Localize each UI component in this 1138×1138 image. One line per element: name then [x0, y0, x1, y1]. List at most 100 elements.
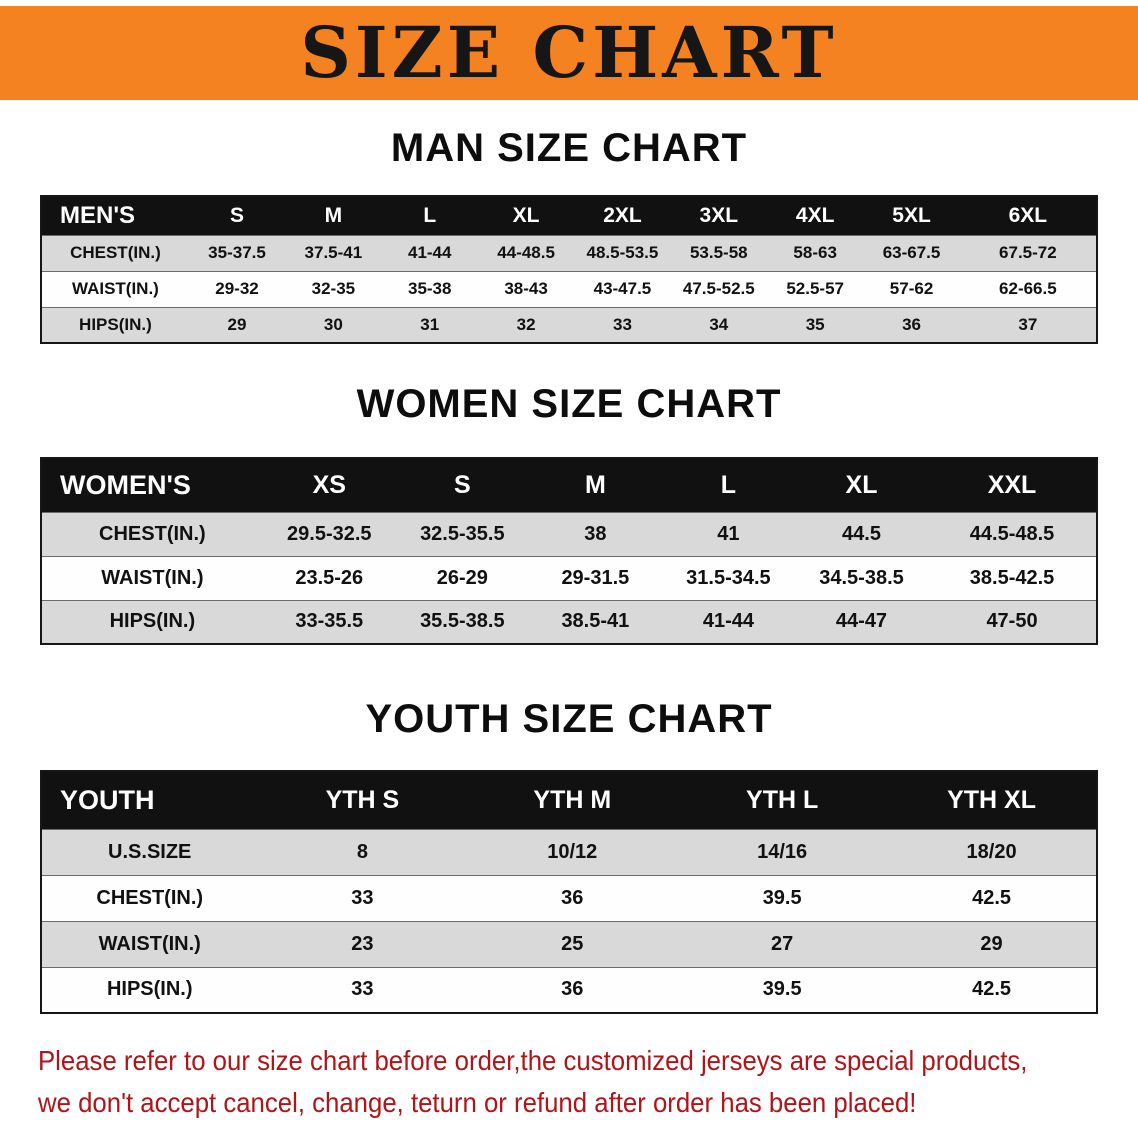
size-column-header: YTH XL — [947, 785, 1036, 814]
size-value: 38.5-41 — [561, 610, 630, 633]
size-value: 41 — [717, 522, 740, 545]
measurement-row: HIPS(IN.) 33-35.5 35.5-38.5 38.5-41 41-44 44-… — [41, 600, 1097, 644]
measurement-row: WAIST(IN.) 23 25 27 29 — [41, 921, 1097, 967]
size-value: 39.5 — [762, 978, 802, 1001]
table-corner-label: WOMEN'S — [60, 469, 191, 500]
size-value: 29 — [227, 314, 247, 334]
size-value: 35.5-38.5 — [420, 610, 505, 633]
measurement-label: CHEST(IN.) — [99, 522, 206, 545]
size-value: 8 — [356, 840, 368, 863]
size-value: 67.5-72 — [999, 243, 1057, 262]
youth-size-section: YOUTH SIZE CHART YOUTH YTH S YTH M YTH L YTH… — [0, 697, 1138, 1014]
men-size-table: MEN'S S M L XL 2XL 3XL 4XL 5XL 6XL CHEST(IN.) 35-37… — [40, 195, 1098, 344]
table-corner-label: MEN'S — [60, 201, 136, 229]
size-value: 47-50 — [986, 610, 1038, 633]
size-value: 43-47.5 — [593, 279, 652, 298]
banner-title: SIZE CHART — [300, 11, 838, 94]
measurement-row: HIPS(IN.) 29 30 31 32 33 34 35 36 37 — [41, 307, 1097, 343]
measurement-row: CHEST(IN.) 33 36 39.5 42.5 — [41, 875, 1097, 921]
size-value: 62-66.5 — [999, 279, 1057, 298]
measurement-row: CHEST(IN.) 35-37.5 37.5-41 41-44 44-48.5 48.5… — [41, 235, 1097, 271]
measurement-label: HIPS(IN.) — [106, 978, 193, 1001]
size-value: 38.5-42.5 — [969, 566, 1055, 589]
size-value: 47.5-52.5 — [682, 279, 755, 298]
measurement-label: WAIST(IN.) — [101, 566, 204, 589]
youth-size-table: YOUTH YTH S YTH M YTH L YTH XL U.S.SIZE 8 10/12… — [40, 770, 1098, 1014]
size-value: 30 — [323, 314, 343, 334]
size-value: 36 — [902, 314, 921, 334]
measurement-label: HIPS(IN.) — [109, 610, 196, 633]
size-value: 18/20 — [966, 840, 1017, 863]
size-value: 44.5-48.5 — [969, 522, 1055, 545]
measurement-label: WAIST(IN.) — [71, 279, 159, 298]
size-table-header-row: MEN'S S M L XL 2XL 3XL 4XL 5XL 6XL — [41, 196, 1097, 235]
size-value: 23 — [351, 932, 374, 955]
disclaimer-line-1: Please refer to our size chart before or… — [38, 1045, 1028, 1076]
size-value: 32.5-35.5 — [420, 522, 505, 545]
size-column-header: 4XL — [795, 203, 835, 227]
size-value: 44-48.5 — [497, 243, 555, 262]
size-value: 38 — [584, 522, 607, 545]
size-column-header: S — [230, 203, 245, 227]
measurement-label: CHEST(IN.) — [70, 243, 161, 262]
disclaimer: Please refer to our size chart before or… — [38, 1040, 1138, 1124]
size-value: 29-32 — [215, 279, 259, 298]
measurement-label: U.S.SIZE — [108, 840, 192, 863]
size-value: 33 — [351, 978, 374, 1001]
size-value: 33-35.5 — [295, 610, 364, 633]
measurement-row: WAIST(IN.) 29-32 32-35 35-38 38-43 43-47.5 47.… — [41, 271, 1097, 307]
size-column-header: 2XL — [603, 203, 642, 227]
size-value: 10/12 — [547, 840, 598, 863]
size-value: 63-67.5 — [882, 243, 941, 262]
women-size-section: WOMEN SIZE CHART WOMEN'S XS S M L XL XXL CHEST(… — [0, 382, 1138, 645]
size-value: 41-44 — [702, 610, 754, 633]
size-value: 35 — [805, 314, 825, 334]
size-column-header: XL — [512, 203, 540, 227]
size-value: 27 — [771, 932, 794, 955]
size-value: 32-35 — [311, 279, 356, 298]
size-value: 36 — [561, 886, 584, 909]
measurement-label: WAIST(IN.) — [98, 932, 201, 955]
size-value: 57-62 — [889, 279, 934, 298]
size-value: 31 — [420, 314, 440, 334]
youth-section-heading: YOUTH SIZE CHART — [365, 697, 773, 741]
size-column-header: XS — [312, 470, 346, 499]
measurement-row: CHEST(IN.) 29.5-32.5 32.5-35.5 38 41 44.5 44.5… — [41, 512, 1097, 556]
size-value: 33 — [351, 886, 374, 909]
size-column-header: S — [453, 470, 471, 499]
size-value: 34 — [709, 314, 729, 334]
size-column-header: XL — [845, 470, 878, 499]
size-chart-banner: SIZE CHART — [0, 6, 1138, 100]
size-value: 52.5-57 — [786, 279, 844, 298]
size-column-header: L — [423, 203, 437, 227]
size-value: 34.5-38.5 — [819, 566, 904, 589]
size-column-header: 3XL — [699, 203, 739, 227]
measurement-label: CHEST(IN.) — [96, 886, 204, 909]
size-value: 35-38 — [407, 279, 452, 298]
size-value: 41-44 — [407, 243, 452, 262]
size-value: 53.5-58 — [689, 243, 748, 262]
women-size-table: WOMEN'S XS S M L XL XXL CHEST(IN.) 29.5-32.5 32.5… — [40, 457, 1098, 645]
size-column-header: M — [584, 470, 606, 499]
size-value: 32 — [516, 314, 536, 334]
size-column-header: XXL — [987, 470, 1037, 499]
size-table-header-row: WOMEN'S XS S M L XL XXL — [41, 458, 1097, 512]
size-column-header: M — [324, 203, 343, 227]
size-value: 14/16 — [757, 840, 808, 863]
measurement-row: WAIST(IN.) 23.5-26 26-29 29-31.5 31.5-34.5 34… — [41, 556, 1097, 600]
measurement-label: HIPS(IN.) — [79, 314, 152, 334]
size-value: 33 — [612, 314, 632, 334]
size-value: 42.5 — [972, 978, 1012, 1001]
size-value: 31.5-34.5 — [686, 566, 771, 589]
size-value: 44.5 — [842, 522, 881, 545]
size-value: 44-47 — [835, 610, 888, 633]
size-column-header: L — [720, 470, 737, 499]
size-value: 42.5 — [972, 886, 1012, 909]
women-section-heading: WOMEN SIZE CHART — [356, 382, 782, 426]
size-column-header: 6XL — [1008, 203, 1048, 227]
size-value: 29-31.5 — [561, 566, 630, 589]
size-column-header: YTH L — [746, 785, 819, 814]
size-table-header-row: YOUTH YTH S YTH M YTH L YTH XL — [41, 771, 1097, 829]
size-column-header: 5XL — [892, 203, 931, 227]
size-value: 29.5-32.5 — [287, 522, 372, 545]
